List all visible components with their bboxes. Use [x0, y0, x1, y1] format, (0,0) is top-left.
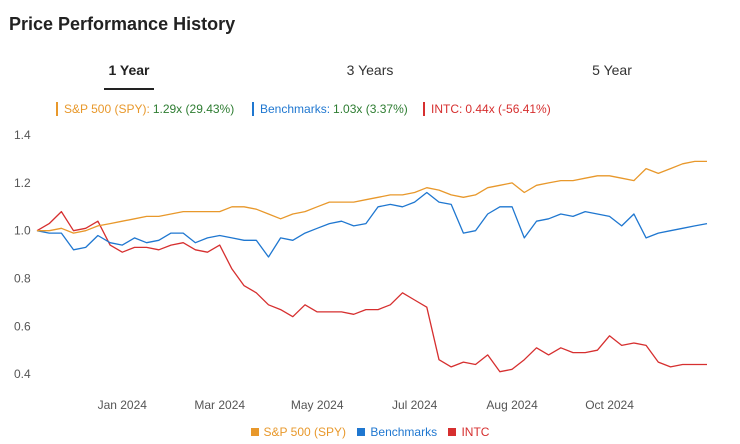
chart-legend: S&P 500 (SPY) Benchmarks INTC — [0, 425, 740, 439]
y-tick-label: 0.8 — [14, 272, 31, 286]
y-tick-label: 0.4 — [14, 367, 31, 381]
active-tab-indicator — [104, 88, 154, 90]
series-line-s-p-500-spy — [37, 160, 707, 234]
summary-intc-label: INTC: — [431, 102, 463, 116]
summary-intc-value: 0.44x (-56.41%) — [465, 102, 551, 116]
period-tabs: 1 Year 3 Years 5 Year — [0, 58, 740, 94]
x-tick-label: May 2024 — [291, 398, 344, 412]
summary-intc: INTC: 0.44x (-56.41%) — [423, 102, 551, 116]
legend-label-intc: INTC — [461, 425, 490, 439]
tab-1-year[interactable]: 1 Year — [108, 62, 150, 78]
tab-5-year[interactable]: 5 Year — [592, 62, 632, 78]
page-title: Price Performance History — [9, 14, 236, 34]
legend-item-spy[interactable]: S&P 500 (SPY) — [250, 425, 347, 439]
y-tick-label: 0.6 — [14, 319, 31, 333]
tab-3-years[interactable]: 3 Years — [346, 62, 394, 78]
legend-item-intc[interactable]: INTC — [448, 425, 489, 439]
series-line-intc — [36, 210, 707, 373]
x-tick-label: Mar 2024 — [194, 398, 245, 412]
summary-benchmarks-value: 1.03x (3.37%) — [333, 102, 408, 116]
summary-spy-value: 1.29x (29.43%) — [152, 102, 235, 116]
summary-benchmarks: Benchmarks: 1.03x (3.37%) — [252, 102, 408, 116]
x-tick-label: Oct 2024 — [585, 398, 634, 412]
y-tick-label: 1.4 — [14, 128, 31, 142]
summary-spy-label: S&P 500 (SPY): — [64, 102, 150, 116]
legend-label-benchmarks: Benchmarks — [370, 425, 438, 439]
legend-swatch-spy — [250, 428, 259, 436]
y-tick-label: 1.2 — [14, 176, 31, 190]
x-tick-label: Jan 2024 — [98, 398, 148, 412]
legend-swatch-benchmarks — [357, 428, 366, 436]
summary-benchmarks-label: Benchmarks: — [260, 102, 331, 116]
legend-item-benchmarks[interactable]: Benchmarks — [357, 425, 437, 439]
x-tick-label: Aug 2024 — [486, 398, 538, 412]
legend-label-spy: S&P 500 (SPY) — [263, 425, 347, 439]
series-line-benchmarks — [36, 191, 708, 258]
x-tick-label: Jul 2024 — [392, 398, 438, 412]
summary-spy: S&P 500 (SPY): 1.29x (29.43%) — [56, 102, 234, 116]
legend-swatch-intc — [448, 428, 457, 436]
y-tick-label: 1.0 — [14, 224, 31, 238]
